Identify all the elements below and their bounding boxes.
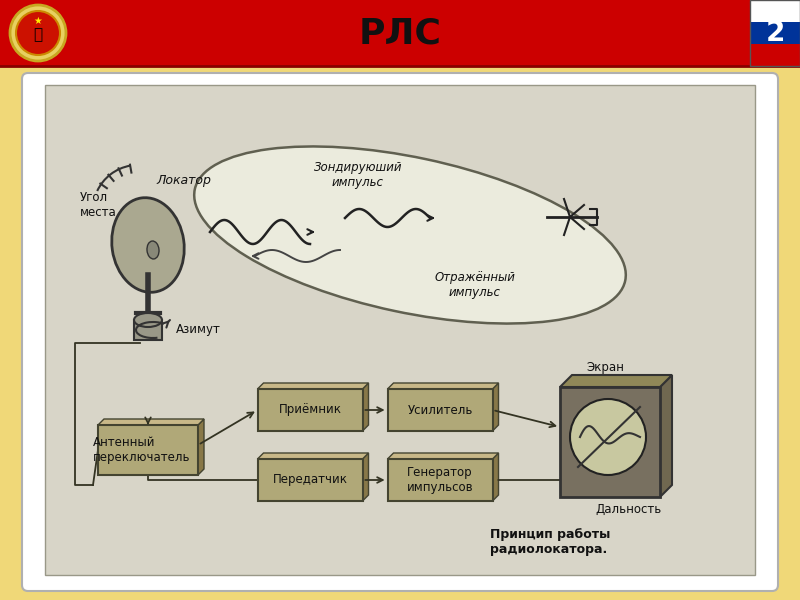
Text: Генератор
импульсов: Генератор импульсов xyxy=(406,466,474,494)
Ellipse shape xyxy=(194,146,626,323)
FancyBboxPatch shape xyxy=(22,73,778,591)
Text: 2: 2 xyxy=(766,19,785,47)
Bar xyxy=(258,389,362,431)
Text: Азимут: Азимут xyxy=(176,323,221,337)
Polygon shape xyxy=(362,453,369,501)
Bar xyxy=(750,0,800,22)
Polygon shape xyxy=(258,383,369,389)
Circle shape xyxy=(16,11,60,55)
Ellipse shape xyxy=(134,313,162,327)
Text: Отражённый
импульс: Отражённый импульс xyxy=(434,271,515,299)
Text: Усилитель: Усилитель xyxy=(407,403,473,416)
Text: Локатор: Локатор xyxy=(156,174,211,187)
Bar xyxy=(98,425,198,475)
Polygon shape xyxy=(560,375,672,387)
Text: Зондируюший
импульс: Зондируюший импульс xyxy=(314,161,402,189)
FancyBboxPatch shape xyxy=(45,85,755,575)
Polygon shape xyxy=(493,383,498,431)
Polygon shape xyxy=(258,453,369,459)
Text: Антенный
переключатель: Антенный переключатель xyxy=(93,436,190,464)
Text: Дальность: Дальность xyxy=(595,503,661,515)
Polygon shape xyxy=(198,419,204,475)
Circle shape xyxy=(10,5,66,61)
Bar xyxy=(387,389,493,431)
Bar xyxy=(258,459,362,501)
Polygon shape xyxy=(387,453,498,459)
Text: 📖: 📖 xyxy=(34,28,42,43)
Polygon shape xyxy=(660,375,672,497)
Polygon shape xyxy=(362,383,369,431)
Bar xyxy=(750,22,800,44)
Ellipse shape xyxy=(147,241,159,259)
Bar xyxy=(560,387,660,497)
Ellipse shape xyxy=(112,197,184,292)
Text: Приёмник: Приёмник xyxy=(278,403,342,416)
Polygon shape xyxy=(493,453,498,501)
Bar xyxy=(750,44,800,66)
Bar xyxy=(387,459,493,501)
Circle shape xyxy=(570,399,646,475)
Text: Экран: Экран xyxy=(586,361,624,373)
Polygon shape xyxy=(387,383,498,389)
Bar xyxy=(134,320,162,340)
Bar xyxy=(750,0,800,66)
Text: ★: ★ xyxy=(34,16,42,26)
Text: Передатчик: Передатчик xyxy=(273,473,347,487)
Text: Угол
места: Угол места xyxy=(80,191,117,219)
Text: Принцип работы
радиолокатора.: Принцип работы радиолокатора. xyxy=(490,528,610,556)
FancyBboxPatch shape xyxy=(0,59,800,600)
Bar xyxy=(0,0,800,66)
Polygon shape xyxy=(98,419,204,425)
Text: РЛС: РЛС xyxy=(358,16,442,50)
